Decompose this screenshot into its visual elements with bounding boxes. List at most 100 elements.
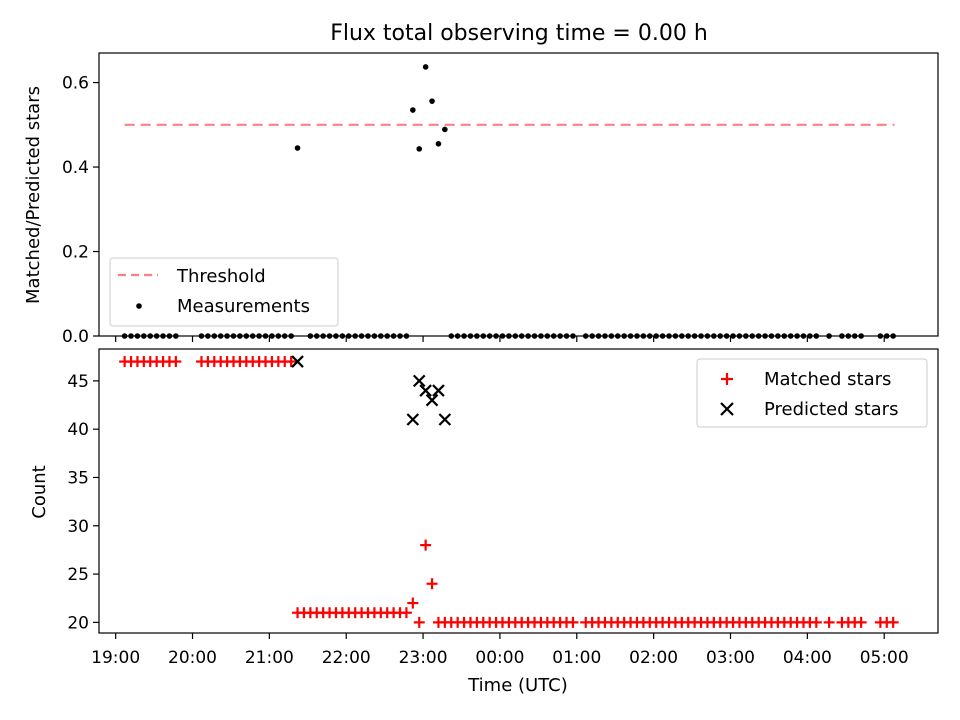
measurement-point	[128, 333, 134, 339]
x-tick-label: 22:00	[322, 648, 371, 668]
measurement-point	[141, 333, 147, 339]
measurement-point	[384, 333, 391, 339]
x-tick-label: 00:00	[475, 648, 524, 668]
measurement-point	[659, 333, 666, 339]
x-tick-label: 05:00	[860, 648, 909, 668]
measurement-point	[614, 333, 621, 339]
x-tick-label: 19:00	[91, 648, 140, 668]
measurement-point	[531, 333, 538, 339]
bottom-y-tick-label: 25	[67, 565, 89, 585]
measurement-point	[640, 333, 647, 339]
measurement-point	[249, 333, 256, 339]
top-y-tick-label: 0.6	[62, 74, 89, 94]
measurement-point	[608, 333, 615, 339]
measurement-point	[557, 333, 563, 339]
matched-star-point	[413, 616, 425, 628]
measurement-point	[781, 333, 788, 339]
bottom-y-tick-label: 35	[67, 468, 89, 488]
measurement-point	[736, 333, 743, 339]
measurement-point	[275, 333, 282, 339]
measurement-point	[749, 333, 756, 339]
measurement-point	[679, 333, 685, 339]
measurement-point	[646, 333, 653, 339]
measurement-point	[166, 333, 173, 339]
measurement-point	[480, 333, 487, 339]
measurement-point	[486, 333, 493, 339]
measurement-point	[288, 333, 294, 339]
measurement-point	[493, 333, 499, 339]
measurement-point	[403, 333, 410, 339]
measurement-point	[461, 333, 467, 339]
matched-star-point	[285, 356, 297, 368]
bottom-y-tick-label: 30	[67, 517, 89, 537]
measurement-point	[602, 333, 608, 339]
x-axis-label: Time (UTC)	[467, 675, 568, 696]
bottom-y-tick-label: 40	[67, 420, 89, 440]
measurement-point	[711, 333, 717, 339]
legend-measurements-swatch	[136, 303, 142, 309]
matched-star-point	[426, 578, 438, 590]
measurement-point	[570, 333, 576, 339]
measurement-point	[224, 333, 230, 339]
matched-star-point	[407, 597, 419, 609]
measurement-point	[582, 333, 589, 339]
measurement-point	[294, 145, 301, 151]
measurement-point	[627, 333, 634, 339]
x-tick-label: 02:00	[629, 648, 678, 668]
measurement-point	[730, 333, 736, 339]
measurement-point	[512, 333, 519, 339]
measurement-point	[704, 333, 711, 339]
measurement-point	[839, 333, 845, 339]
measurement-point	[435, 141, 442, 147]
measurement-point	[634, 333, 640, 339]
measurement-point	[198, 333, 205, 339]
bottom-axes-frame	[98, 348, 939, 634]
bottom-y-axis-label: Count	[29, 465, 50, 518]
bottom-panel: 20 25 30 35 40 45 19:00 20:00 21:00 22:00 23:00 00…	[29, 348, 939, 696]
matched-star-point	[420, 539, 432, 551]
top-y-ticks: 0.0 0.2 0.4 0.6	[62, 74, 99, 347]
x-tick-label: 04:00	[783, 648, 832, 668]
measurement-point	[621, 333, 627, 339]
measurement-point	[595, 333, 602, 339]
top-y-tick-label: 0.4	[62, 158, 89, 178]
matched-star-point	[439, 616, 451, 628]
measurement-point	[205, 333, 211, 339]
measurement-point	[775, 333, 781, 339]
measurement-point	[666, 333, 672, 339]
legend-threshold-label: Threshold	[176, 266, 266, 287]
top-y-axis-label: Matched/Predicted stars	[23, 86, 44, 304]
top-legend-box	[109, 257, 339, 327]
measurement-point	[211, 333, 218, 339]
predicted-star-point	[412, 374, 426, 388]
measurement-point	[807, 333, 813, 339]
bottom-legend: Matched stars Predicted stars	[696, 358, 928, 428]
top-axes-frame	[98, 52, 939, 337]
measurement-point	[506, 333, 512, 339]
measurement-point	[352, 333, 358, 339]
bottom-x-ticks: 19:00 20:00 21:00 22:00 23:00 00:00 01:00 02:00…	[91, 633, 909, 668]
measurement-point	[563, 333, 570, 339]
predicted-star-point	[406, 413, 420, 426]
measurement-point	[544, 333, 551, 339]
measurement-point	[397, 333, 403, 339]
measurement-point	[134, 333, 141, 339]
measurement-point	[845, 333, 852, 339]
measurement-point	[320, 333, 326, 339]
measurement-point	[345, 333, 352, 339]
matched-star-point	[400, 607, 412, 619]
predicted-star-point	[291, 355, 304, 368]
measurement-point	[422, 64, 429, 70]
measurement-point	[173, 333, 179, 339]
measurement-point	[653, 333, 659, 339]
measurement-point	[339, 333, 346, 339]
predicted-star-point	[419, 384, 432, 397]
x-tick-label: 20:00	[168, 648, 217, 668]
measurement-point	[691, 333, 698, 339]
bottom-legend-box	[696, 358, 928, 428]
x-tick-label: 23:00	[399, 648, 448, 668]
measurement-point	[326, 333, 333, 339]
measurement-point	[685, 333, 692, 339]
measurement-point	[256, 333, 262, 339]
